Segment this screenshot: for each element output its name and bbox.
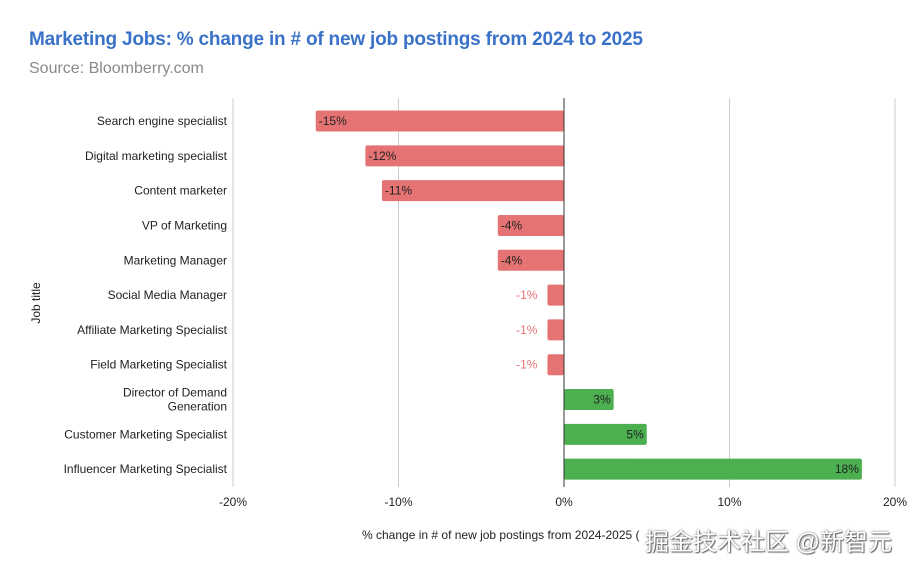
category-label: Influencer Marketing Specialist [64, 462, 228, 476]
data-label: -1% [516, 323, 538, 337]
data-label: 18% [835, 462, 859, 476]
category-label: Customer Marketing Specialist [64, 427, 227, 441]
x-axis-title: % change in # of new job postings from 2… [362, 528, 640, 542]
data-label: -4% [501, 253, 523, 267]
x-tick-label: -10% [384, 495, 412, 509]
data-label: -12% [368, 149, 396, 163]
category-label: Affiliate Marketing Specialist [77, 323, 228, 337]
category-label: Digital marketing specialist [85, 149, 228, 163]
y-axis-title: Job title [29, 282, 43, 324]
bar [497, 249, 564, 271]
category-label: Field Marketing Specialist [90, 358, 227, 372]
data-label: -11% [385, 184, 412, 198]
category-label: Social Media Manager [108, 288, 227, 302]
bar [547, 354, 564, 376]
bar [547, 319, 564, 341]
category-label: VP of Marketing [142, 218, 227, 232]
chart-subtitle: Source: Bloomberry.com [29, 60, 204, 77]
x-tick-label: -20% [219, 495, 247, 509]
bar [547, 284, 564, 306]
category-label: Director of Demand Generation [123, 386, 227, 414]
watermark: 掘金技术社区 @新智元 [645, 529, 893, 556]
data-label: 5% [626, 427, 644, 441]
bar [564, 389, 614, 411]
bar [497, 214, 564, 236]
data-label: -15% [319, 114, 347, 128]
bar [315, 110, 564, 132]
chart-title: Marketing Jobs: % change in # of new job… [29, 29, 643, 50]
category-label: Content marketer [134, 184, 227, 198]
data-label: -4% [501, 218, 523, 232]
bars: -15% -12% -11% -4% -4% -1% -1% -1% 3% 5% 18% [315, 110, 862, 480]
bar [365, 145, 564, 167]
category-labels: Search engine specialist Digital marketin… [64, 114, 228, 476]
bar [381, 180, 564, 202]
x-tick-labels: -20% -10% 0% 10% 20% [219, 495, 907, 509]
bar [564, 458, 862, 480]
x-tick-label: 10% [717, 495, 741, 509]
category-label: Marketing Manager [124, 253, 227, 267]
data-label: -1% [516, 358, 538, 372]
x-tick-label: 0% [555, 495, 573, 509]
bar [564, 423, 647, 445]
category-label: Search engine specialist [97, 114, 228, 128]
data-label: 3% [593, 393, 611, 407]
x-tick-label: 20% [883, 495, 907, 509]
data-label: -1% [516, 288, 538, 302]
